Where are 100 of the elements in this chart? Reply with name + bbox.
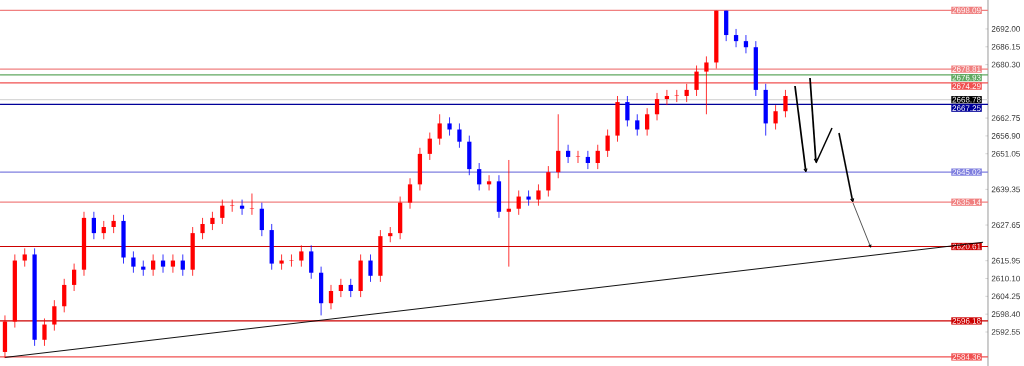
ref-line-label: 2678.81: [952, 66, 981, 72]
candlestick: [733, 28, 739, 48]
y-tick-label: 2604.25: [991, 293, 1020, 300]
candlestick: [299, 244, 304, 268]
candlestick: [259, 202, 264, 237]
ref-line-label: 2645.02: [952, 169, 981, 175]
candlestick: [704, 55, 709, 115]
ref-line-label: 2674.29: [952, 83, 981, 89]
candlestick: [121, 214, 126, 264]
candlestick: [190, 226, 195, 277]
candlestick: [417, 147, 423, 191]
candlestick: [654, 92, 660, 121]
y-tick-label: 2662.75: [991, 115, 1020, 121]
y-tick-label: 2651.05: [991, 150, 1020, 157]
candlestick: [220, 199, 225, 225]
ref-line-label: 2668.78: [952, 96, 981, 103]
candlestick: [714, 10, 719, 69]
candlestick: [2, 315, 8, 359]
candlestick: [743, 34, 749, 54]
candlestick: [269, 223, 274, 271]
candlestick: [398, 196, 403, 240]
candlestick: [230, 199, 235, 213]
candlestick: [249, 193, 255, 216]
candlestick: [42, 318, 47, 347]
candlestick: [210, 211, 215, 231]
candlestick: [289, 254, 294, 268]
y-tick-label: 2598.40: [991, 311, 1020, 318]
candlestick: [62, 278, 67, 313]
candlestick: [595, 144, 600, 170]
candlestick: [773, 104, 778, 130]
candlestick: [91, 211, 97, 240]
candlestick: [694, 65, 699, 97]
candlestick: [546, 165, 551, 197]
candlestick: [318, 266, 324, 316]
candlestick: [71, 263, 77, 292]
y-tick-label: 2610.10: [991, 275, 1020, 282]
candlestick: [348, 278, 353, 298]
candlestick: [684, 83, 689, 103]
ref-line-label: 2676.93: [952, 74, 981, 81]
candlestick: [368, 254, 373, 283]
candlestick: [477, 162, 482, 191]
candlestick: [585, 150, 590, 170]
candlestick: [625, 95, 630, 127]
candlestick: [378, 229, 383, 283]
y-tick-label: 2686.15: [991, 43, 1020, 50]
candlestick: [556, 113, 561, 179]
candlestick: [753, 40, 758, 97]
candlestick: [52, 299, 57, 332]
ref-line-label: 2667.25: [952, 105, 981, 112]
candlestick: [151, 254, 156, 277]
y-tick-label: 2680.30: [991, 61, 1020, 68]
candlestick: [200, 217, 205, 240]
candlestick: [81, 211, 87, 277]
candlestick: [101, 220, 106, 240]
candlestick: [783, 89, 788, 118]
ref-line-label: 2596.18: [952, 318, 981, 324]
ref-line-label: 2584.36: [952, 354, 981, 360]
candlestick: [605, 129, 610, 158]
candlestick: [496, 174, 502, 219]
candlestick: [170, 254, 176, 274]
candlestick: [615, 95, 620, 143]
y-tick-label: 2615.95: [991, 257, 1020, 264]
candlestick: [141, 260, 146, 277]
candlestick: [111, 214, 116, 234]
candlestick: [467, 135, 472, 176]
y-tick-label: 2656.90: [991, 133, 1020, 139]
candlestick: [457, 123, 462, 149]
candlestick: [427, 132, 432, 161]
candlestick: [279, 254, 284, 271]
candlestick: [437, 113, 442, 146]
y-tick-label: 2692.00: [991, 26, 1020, 32]
candlestick: [160, 254, 166, 274]
candlestick: [565, 144, 571, 164]
candlestick: [763, 83, 768, 136]
ref-line-label: 2698.09: [952, 7, 981, 14]
y-tick-label: 2592.55: [991, 329, 1020, 335]
candlestick: [388, 226, 393, 243]
ref-line-label: 2635.14: [952, 199, 981, 206]
candlestick: [131, 251, 136, 274]
candlestick: [328, 284, 334, 310]
candlestick: [309, 244, 314, 280]
candlestick: [407, 177, 413, 210]
candlestick: [635, 113, 640, 136]
candlestick: [338, 278, 344, 298]
candlestick: [506, 159, 511, 268]
candlestick: [536, 183, 541, 207]
candlestick: [645, 107, 650, 136]
y-tick-label: 2639.35: [991, 186, 1020, 193]
candlestick: [664, 89, 670, 106]
candlestick: [358, 254, 363, 298]
candlestick: [180, 254, 185, 277]
candlestick: [22, 247, 27, 268]
candlestick: [239, 199, 245, 216]
candlestick: [12, 254, 17, 328]
candlestick: [526, 190, 531, 207]
y-tick-label: 2627.65: [991, 222, 1020, 228]
candlestick: [32, 247, 37, 347]
candlestick: [447, 116, 452, 136]
candlestick: [575, 150, 581, 164]
ref-line-label: 2620.61: [952, 243, 981, 250]
